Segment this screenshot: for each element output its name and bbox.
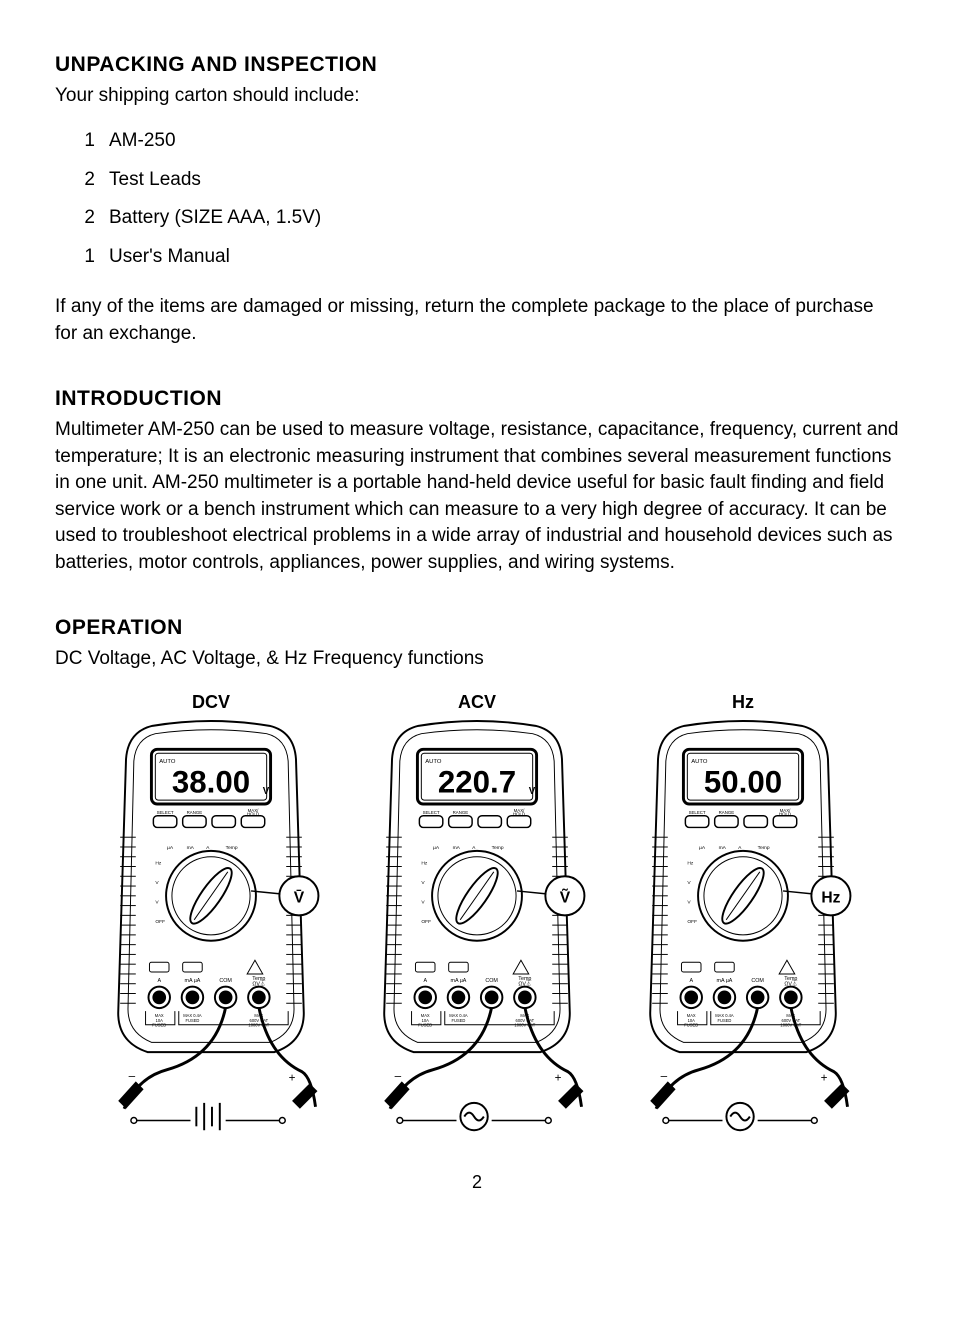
svg-text:COM: COM (485, 977, 498, 983)
svg-text:HOLD: HOLD (779, 811, 791, 816)
svg-text:Hz: Hz (687, 860, 694, 866)
ac-source-icon (726, 1103, 753, 1130)
svg-text:COM: COM (219, 977, 232, 983)
item-qty: 1 (55, 128, 109, 155)
svg-text:Temp: Temp (226, 845, 238, 851)
svg-text:A: A (157, 977, 161, 983)
figure-label: ACV (458, 690, 496, 715)
svg-text:mA: mA (719, 845, 727, 851)
operation-figures: DCV AUTO 38.00 V SELECT RANGE MAX/ HOLD … (55, 690, 899, 1139)
lcd-unit: V (263, 786, 270, 797)
minus-label: – (129, 1069, 136, 1082)
lcd-reading: 220.7 (438, 764, 516, 799)
item-name: AM-250 (109, 128, 176, 155)
svg-text:Ṽ: Ṽ (560, 886, 571, 906)
ac-source-icon (460, 1103, 487, 1130)
svg-text:Hz: Hz (821, 889, 840, 906)
lcd-reading: 38.00 (172, 764, 250, 799)
rotary-dial (698, 851, 788, 941)
svg-text:mA µA: mA µA (716, 977, 732, 983)
svg-text:mA µA: mA µA (184, 977, 200, 983)
operation-heading: OPERATION (55, 613, 899, 642)
svg-text:mA: mA (187, 845, 195, 851)
svg-text:OFF: OFF (155, 919, 165, 925)
svg-text:COM: COM (751, 977, 764, 983)
figure-label: Hz (732, 690, 754, 715)
rotary-dial (166, 851, 256, 941)
svg-text:V̄: V̄ (294, 887, 305, 906)
introduction-body: Multimeter AM-250 can be used to measure… (55, 417, 899, 577)
svg-text:RANGE: RANGE (187, 809, 203, 814)
svg-text:A: A (689, 977, 693, 983)
operation-subtitle: DC Voltage, AC Voltage, & Hz Frequency f… (55, 646, 899, 673)
multimeter-diagram: AUTO 50.00 SELECT RANGE MAX/ HOLD µA mA … (628, 720, 858, 1140)
svg-text:µA: µA (699, 845, 706, 851)
svg-text:OFF: OFF (687, 919, 697, 925)
svg-text:FUSED: FUSED (452, 1017, 466, 1022)
list-item: 2 Test Leads (55, 161, 899, 200)
svg-text:SELECT: SELECT (157, 809, 174, 814)
svg-text:µA: µA (167, 845, 174, 851)
figure-label: DCV (192, 690, 230, 715)
list-item: 1 User's Manual (55, 238, 899, 277)
svg-text:mA µA: mA µA (450, 977, 466, 983)
probe-tips (118, 1081, 317, 1108)
svg-text:SELECT: SELECT (423, 809, 440, 814)
unpacking-heading: UNPACKING AND INSPECTION (55, 50, 899, 79)
svg-text:Hz: Hz (421, 860, 428, 866)
svg-text:Temp: Temp (758, 845, 770, 851)
page-number: 2 (55, 1170, 899, 1195)
rotary-dial (432, 851, 522, 941)
probe-tips (384, 1081, 583, 1108)
svg-text:mA: mA (453, 845, 461, 851)
plus-label: + (555, 1071, 562, 1084)
list-item: 2 Battery (SIZE AAA, 1.5V) (55, 199, 899, 238)
list-item: 1 AM-250 (55, 122, 899, 161)
dc-source-icon (196, 1103, 219, 1130)
minus-label: – (661, 1069, 668, 1082)
svg-text:RANGE: RANGE (719, 809, 735, 814)
introduction-heading: INTRODUCTION (55, 384, 899, 413)
item-name: Battery (SIZE AAA, 1.5V) (109, 205, 321, 232)
lcd-unit: V (529, 786, 536, 797)
svg-text:SELECT: SELECT (689, 809, 706, 814)
package-list: 1 AM-250 2 Test Leads 2 Battery (SIZE AA… (55, 122, 899, 276)
multimeter-diagram: AUTO 220.7 V SELECT RANGE MAX/ HOLD µA m… (362, 720, 592, 1140)
svg-text:HOLD: HOLD (513, 811, 525, 816)
svg-text:Hz: Hz (155, 860, 162, 866)
svg-text:Temp: Temp (492, 845, 504, 851)
svg-text:FUSED: FUSED (186, 1017, 200, 1022)
item-qty: 2 (55, 205, 109, 232)
plus-label: + (289, 1071, 296, 1084)
probe-tips (650, 1081, 849, 1108)
item-name: Test Leads (109, 167, 201, 194)
minus-label: – (395, 1069, 402, 1082)
unpacking-intro: Your shipping carton should include: (55, 83, 899, 110)
svg-text:µA: µA (433, 845, 440, 851)
item-qty: 2 (55, 167, 109, 194)
svg-text:A: A (423, 977, 427, 983)
figure-hz: Hz AUTO 50.00 SELECT RANGE MAX/ HOLD µA … (628, 690, 858, 1139)
multimeter-diagram: AUTO 38.00 V SELECT RANGE MAX/ HOLD µA m… (96, 720, 326, 1140)
svg-text:RANGE: RANGE (453, 809, 469, 814)
plus-label: + (821, 1071, 828, 1084)
figure-dcv: DCV AUTO 38.00 V SELECT RANGE MAX/ HOLD … (96, 690, 326, 1139)
unpacking-note: If any of the items are damaged or missi… (55, 294, 899, 347)
figure-acv: ACV AUTO 220.7 V SELECT RANGE MAX/ HOLD … (362, 690, 592, 1139)
svg-text:FUSED: FUSED (718, 1017, 732, 1022)
item-name: User's Manual (109, 244, 230, 271)
svg-text:HOLD: HOLD (247, 811, 259, 816)
lcd-reading: 50.00 (704, 764, 782, 799)
svg-text:OFF: OFF (421, 919, 431, 925)
item-qty: 1 (55, 244, 109, 271)
